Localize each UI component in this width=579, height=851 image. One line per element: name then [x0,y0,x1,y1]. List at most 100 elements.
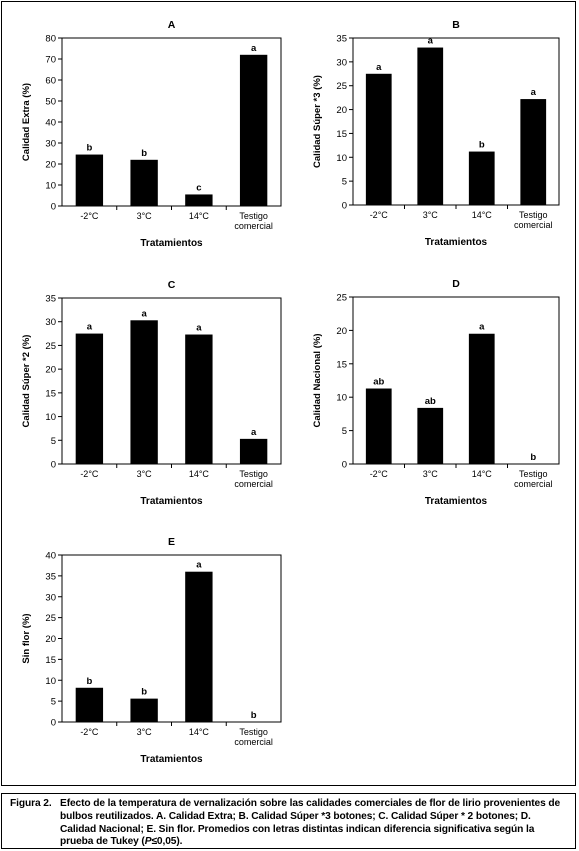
y-tick-label: 0 [51,202,56,213]
y-tick-label: 15 [45,388,56,399]
y-tick-label: 20 [336,326,347,337]
y-tick-label: 5 [342,177,347,188]
y-tick-label: 40 [45,118,56,129]
y-tick-label: 5 [51,436,56,447]
x-tick-label: Testigo comercial [514,210,553,230]
x-axis-label: Tratamientos [425,496,488,507]
x-tick-label: Testigo comercial [514,469,553,489]
y-tick-label: 15 [336,359,347,370]
y-tick-label: 10 [336,153,347,164]
significance-letter: a [376,62,382,73]
bar [468,333,495,464]
bar [520,99,547,205]
y-tick-label: 35 [45,571,56,582]
significance-letter: a [141,308,147,319]
y-tick-label: 25 [336,293,347,304]
figure-caption: Figura 2. Efecto de la temperatura de ve… [1,793,576,849]
y-tick-label: 0 [51,460,56,471]
y-tick-label: 35 [45,294,56,305]
x-tick-label: Testigo comercial [234,727,273,747]
y-axis-label: Calidad Súper *2 (%) [21,335,32,428]
significance-letter: a [531,87,537,98]
bar [75,687,104,722]
y-tick-label: 35 [336,34,347,45]
x-tick-label: 14°C [189,727,210,737]
x-tick-label: -2°C [80,211,99,221]
y-tick-label: 40 [45,551,56,562]
y-tick-label: 30 [45,592,56,603]
bar [239,54,268,206]
significance-letter: b [141,148,147,159]
bar [130,159,158,206]
bar [130,320,158,464]
x-axis-label: Tratamientos [140,496,203,507]
x-axis-label: Tratamientos [425,237,488,248]
bar [365,73,392,206]
y-tick-label: 25 [336,81,347,92]
x-tick-label: 14°C [189,211,210,221]
significance-letter: a [196,323,202,334]
panel-letter: C [168,279,176,291]
bar [417,407,444,464]
y-tick-label: 20 [336,105,347,116]
x-tick-label: -2°C [370,210,389,220]
y-axis-label: Sin flor (%) [21,613,32,663]
significance-letter: b [251,710,257,721]
x-tick-label: Testigo comercial [234,211,273,231]
panel-letter: A [168,19,176,31]
figure-frame [1,1,576,786]
x-axis-label: Tratamientos [140,238,203,249]
y-tick-label: 10 [45,181,56,192]
caption-rest: ≤0,05). [151,836,183,848]
y-tick-label: 60 [45,76,56,87]
bar [239,438,268,464]
bar [130,698,158,722]
significance-letter: b [530,452,536,463]
y-tick-label: 15 [336,129,347,140]
significance-letter: a [479,322,485,333]
y-tick-label: 20 [45,365,56,376]
significance-letter: a [251,43,257,54]
y-axis-label: Calidad Súper *3 (%) [312,75,323,168]
bar [185,194,213,206]
significance-letter: c [196,182,201,193]
y-tick-label: 15 [45,655,56,666]
x-tick-label: 3°C [137,469,153,479]
panel-letter: E [168,536,175,548]
significance-letter: a [428,36,434,47]
x-tick-label: -2°C [80,727,99,737]
significance-letter: a [196,560,202,571]
bar [417,47,444,205]
y-tick-label: 10 [45,676,56,687]
caption-number: Figura 2. [10,798,52,809]
significance-letter: b [479,140,485,151]
y-axis-label: Calidad Extra (%) [21,83,32,161]
y-tick-label: 20 [45,634,56,645]
x-tick-label: 3°C [137,727,153,737]
significance-letter: ab [373,377,384,388]
x-tick-label: 3°C [423,210,439,220]
x-tick-label: 14°C [472,210,493,220]
x-tick-label: Testigo comercial [234,469,273,489]
y-tick-label: 25 [45,341,56,352]
x-axis-label: Tratamientos [140,754,203,765]
bar [75,154,104,206]
y-tick-label: 70 [45,55,56,66]
x-tick-label: -2°C [370,469,389,479]
caption-main: Efecto de la temperatura de vernalizació… [60,798,561,848]
panel-letter: D [452,278,460,290]
y-tick-label: 5 [51,697,56,708]
x-tick-label: 14°C [189,469,210,479]
y-tick-label: 80 [45,34,56,45]
significance-letter: b [86,143,92,154]
caption-p: P [144,836,152,848]
bar [468,151,495,205]
y-tick-label: 10 [45,412,56,423]
y-tick-label: 0 [342,460,347,471]
significance-letter: ab [425,396,436,407]
y-tick-label: 20 [45,160,56,171]
